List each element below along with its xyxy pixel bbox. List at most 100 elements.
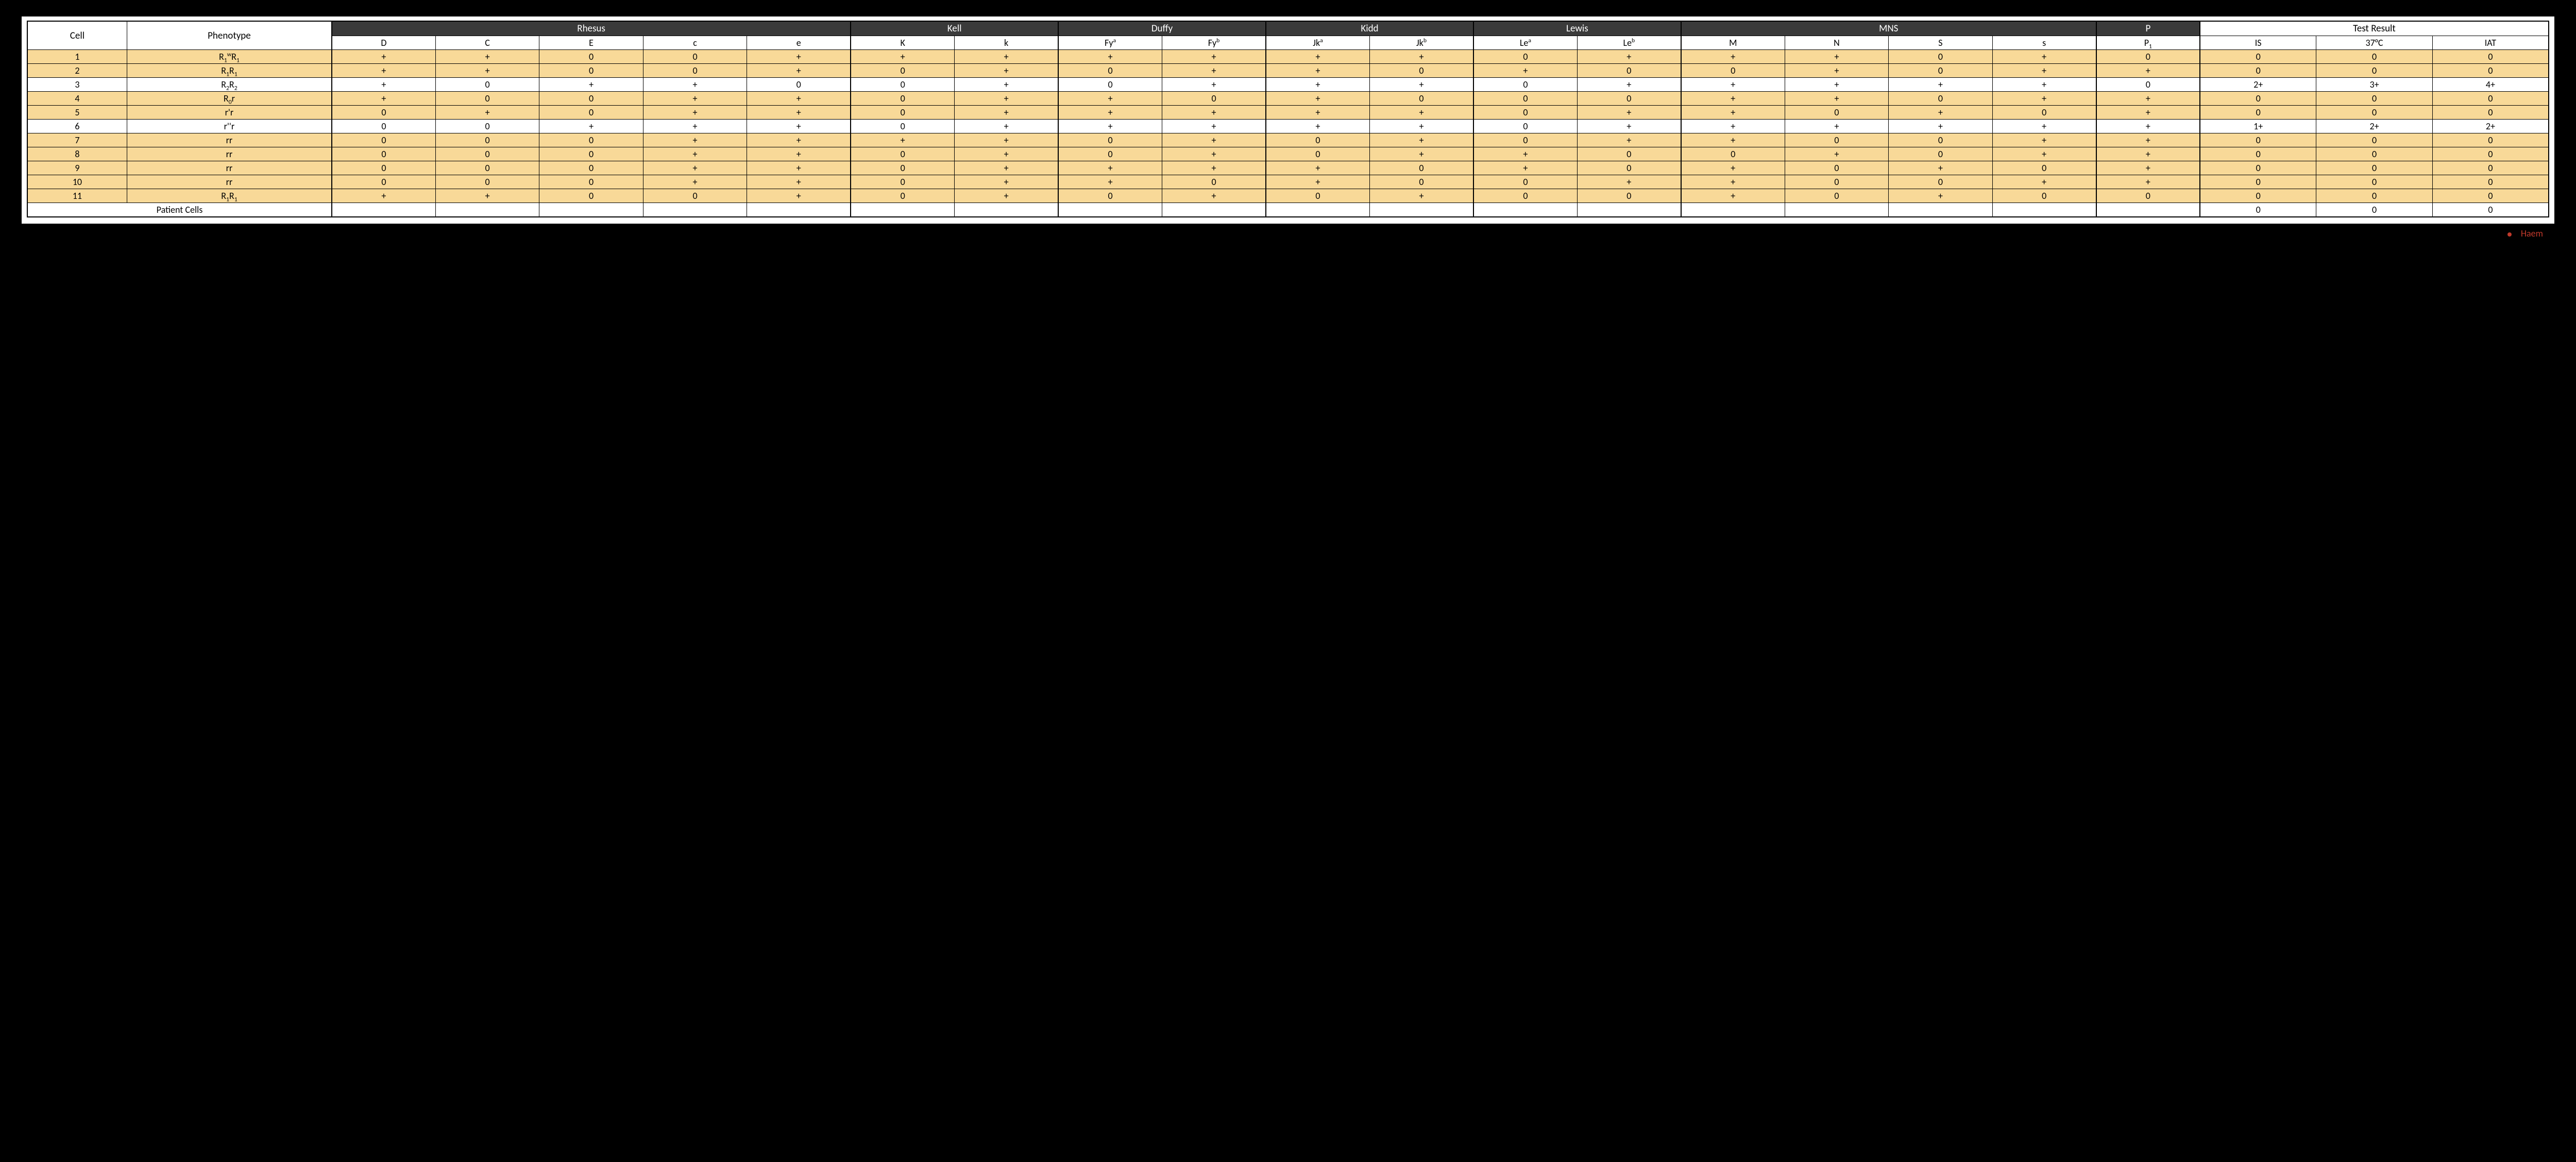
antigen-cell: + bbox=[2096, 175, 2200, 189]
antigen-header: K bbox=[851, 36, 954, 50]
cell-phenotype: R1wR1 bbox=[127, 50, 332, 64]
antigen-cell: 0 bbox=[435, 175, 539, 189]
antigen-cell: 0 bbox=[1473, 133, 1577, 147]
table-row: 5r'r0+0++0+++++0++0+0+000 bbox=[27, 106, 2549, 120]
result-cell: 0 bbox=[2432, 175, 2549, 189]
antigen-cell-empty bbox=[1992, 203, 2096, 217]
group-header: Duffy bbox=[1058, 21, 1266, 36]
antigen-cell: 0 bbox=[1577, 147, 1681, 161]
antigen-cell-empty bbox=[539, 203, 643, 217]
table-row: 2R1R1++00+0+0++0+00+0++000 bbox=[27, 64, 2549, 78]
antigen-cell: 0 bbox=[1162, 175, 1266, 189]
antigen-cell: + bbox=[1577, 175, 1681, 189]
result-cell: 0 bbox=[2316, 133, 2433, 147]
result-cell: 0 bbox=[2432, 92, 2549, 106]
antigen-header: C bbox=[435, 36, 539, 50]
antigen-cell-empty bbox=[1058, 203, 1162, 217]
antigen-cell: + bbox=[955, 161, 1058, 175]
group-header: MNS bbox=[1681, 21, 2096, 36]
antigen-cell-empty bbox=[1266, 203, 1369, 217]
antigen-cell: + bbox=[1162, 147, 1266, 161]
antigen-cell: + bbox=[1058, 161, 1162, 175]
group-header: P bbox=[2096, 21, 2200, 36]
antigen-cell: + bbox=[2096, 133, 2200, 147]
antigen-cell: + bbox=[955, 106, 1058, 120]
antigen-cell: 0 bbox=[851, 189, 954, 203]
antigen-cell: 0 bbox=[435, 92, 539, 106]
antigen-cell: 0 bbox=[435, 78, 539, 92]
result-cell: 0 bbox=[2200, 189, 2316, 203]
antigen-cell: 0 bbox=[2096, 50, 2200, 64]
cell-number: 5 bbox=[27, 106, 127, 120]
antigen-cell: + bbox=[1785, 78, 1888, 92]
test-result-header: 37°C bbox=[2316, 36, 2433, 50]
antigen-cell: + bbox=[435, 50, 539, 64]
antigen-cell: + bbox=[1162, 78, 1266, 92]
antigen-cell: + bbox=[643, 106, 747, 120]
patient-cells-label: Patient Cells bbox=[27, 203, 332, 217]
cell-phenotype: rr bbox=[127, 175, 332, 189]
cell-phenotype: r'r bbox=[127, 106, 332, 120]
antigen-cell-empty bbox=[1369, 203, 1473, 217]
antigen-cell: 0 bbox=[1473, 106, 1577, 120]
antigen-cell: + bbox=[747, 161, 851, 175]
antigen-cell: 0 bbox=[1058, 147, 1162, 161]
cell-number: 6 bbox=[27, 120, 127, 133]
cell-number: 2 bbox=[27, 64, 127, 78]
antibody-panel-table-container: CellPhenotypeRhesusKellDuffyKiddLewisMNS… bbox=[21, 15, 2555, 225]
antigen-cell: + bbox=[955, 120, 1058, 133]
result-cell: 0 bbox=[2432, 106, 2549, 120]
antigen-cell: + bbox=[1473, 161, 1577, 175]
antigen-cell: 0 bbox=[1785, 133, 1888, 147]
table-row: 11R1R1++00+0+0+0+00+0+00000 bbox=[27, 189, 2549, 203]
antigen-cell: 0 bbox=[2096, 189, 2200, 203]
antigen-header: Jka bbox=[1266, 36, 1369, 50]
antigen-cell: + bbox=[1785, 92, 1888, 106]
antigen-cell: 0 bbox=[1785, 161, 1888, 175]
antigen-cell: + bbox=[643, 147, 747, 161]
antigen-cell: + bbox=[1058, 50, 1162, 64]
antigen-cell: 0 bbox=[539, 64, 643, 78]
antigen-cell: 0 bbox=[851, 175, 954, 189]
antigen-cell: + bbox=[1681, 175, 1785, 189]
antigen-cell: 0 bbox=[1785, 175, 1888, 189]
antigen-cell: + bbox=[539, 120, 643, 133]
antigen-cell: 0 bbox=[1577, 161, 1681, 175]
result-cell: 0 bbox=[2316, 189, 2433, 203]
antigen-cell: + bbox=[332, 64, 435, 78]
result-cell: 1+ bbox=[2200, 120, 2316, 133]
group-header: Rhesus bbox=[332, 21, 851, 36]
antigen-cell: + bbox=[1992, 78, 2096, 92]
table-row: 7rr000++++0+0+0++00++000 bbox=[27, 133, 2549, 147]
antigen-cell: 0 bbox=[1889, 133, 1992, 147]
antigen-cell: + bbox=[1058, 106, 1162, 120]
result-cell: 0 bbox=[2316, 50, 2433, 64]
antigen-cell: + bbox=[1681, 133, 1785, 147]
antigen-cell: 0 bbox=[1785, 106, 1888, 120]
antigen-cell: 0 bbox=[332, 175, 435, 189]
footer-dot-icon bbox=[2507, 232, 2512, 237]
antigen-cell: + bbox=[747, 64, 851, 78]
antigen-cell: + bbox=[1992, 175, 2096, 189]
antigen-cell: 0 bbox=[1058, 189, 1162, 203]
antigen-cell: + bbox=[1369, 78, 1473, 92]
antigen-cell: 0 bbox=[539, 175, 643, 189]
antigen-cell: 0 bbox=[2096, 78, 2200, 92]
antigen-header: M bbox=[1681, 36, 1785, 50]
cell-phenotype: R0r bbox=[127, 92, 332, 106]
antigen-cell: + bbox=[332, 78, 435, 92]
antigen-cell: + bbox=[643, 133, 747, 147]
antigen-cell: + bbox=[1266, 78, 1369, 92]
antigen-cell: 0 bbox=[1473, 78, 1577, 92]
result-cell: 0 bbox=[2432, 203, 2549, 217]
antigen-cell: 0 bbox=[1266, 147, 1369, 161]
antigen-cell: + bbox=[955, 175, 1058, 189]
cell-phenotype: R2R2 bbox=[127, 78, 332, 92]
antigen-cell: + bbox=[1162, 133, 1266, 147]
antigen-cell-empty bbox=[1785, 203, 1888, 217]
table-row: 3R2R2+0++00+0+++0+++++02+3+4+ bbox=[27, 78, 2549, 92]
result-cell: 4+ bbox=[2432, 78, 2549, 92]
antigen-cell: + bbox=[1266, 120, 1369, 133]
result-cell: 0 bbox=[2200, 175, 2316, 189]
antigen-cell: 0 bbox=[539, 92, 643, 106]
